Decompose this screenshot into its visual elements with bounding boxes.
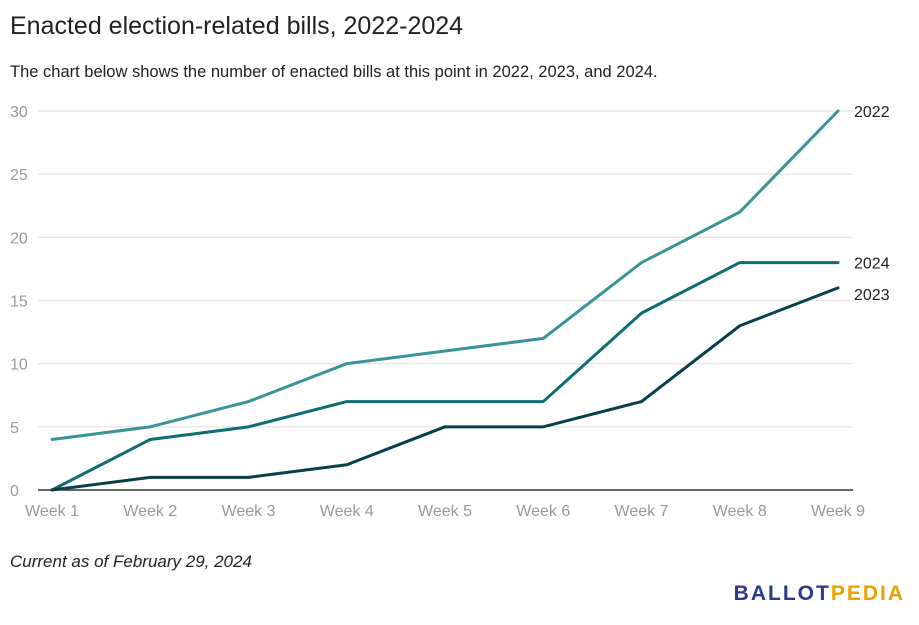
- x-tick-label: Week 7: [615, 503, 669, 520]
- y-tick-label: 15: [10, 294, 28, 311]
- y-tick-label: 0: [10, 483, 19, 500]
- y-tick-label: 30: [10, 104, 28, 121]
- y-tick-label: 20: [10, 230, 28, 247]
- grid-lines: [38, 110, 853, 428]
- x-tick-label: Week 5: [418, 503, 472, 520]
- x-tick-label: Week 2: [123, 503, 177, 520]
- ballotpedia-logo[interactable]: BALLOTPEDIA: [734, 582, 905, 606]
- logo-part-pedia: PEDIA: [830, 582, 905, 605]
- chart-subtitle: The chart below shows the number of enac…: [10, 63, 658, 81]
- y-tick-label: 10: [10, 357, 28, 374]
- series-label-2022: 2022: [854, 104, 890, 121]
- y-tick-label: 5: [10, 420, 19, 437]
- x-tick-label: Week 9: [811, 503, 865, 520]
- x-tick-label: Week 6: [516, 503, 570, 520]
- series-label-2023: 2023: [854, 287, 890, 304]
- y-axis-ticks: 0 5 10 15 20 25 30: [10, 104, 28, 500]
- x-tick-label: Week 3: [222, 503, 276, 520]
- series-line-2023: [50, 286, 840, 492]
- chart-title: Enacted election-related bills, 2022-202…: [10, 12, 464, 40]
- x-tick-label: Week 4: [320, 503, 374, 520]
- logo-part-ballot: BALLOT: [733, 582, 831, 605]
- x-tick-label: Week 1: [25, 503, 79, 520]
- series-line-2022: [50, 109, 840, 441]
- series-labels: 2022 2024 2023: [854, 104, 890, 304]
- footnote: Current as of February 29, 2024: [10, 552, 252, 571]
- x-tick-label: Week 8: [713, 503, 767, 520]
- series-line-2024: [50, 261, 840, 492]
- series-lines: [50, 109, 840, 492]
- series-label-2024: 2024: [854, 256, 890, 273]
- y-tick-label: 25: [10, 167, 28, 184]
- x-axis-ticks: Week 1 Week 2 Week 3 Week 4 Week 5 Week 6 Week…: [25, 503, 865, 520]
